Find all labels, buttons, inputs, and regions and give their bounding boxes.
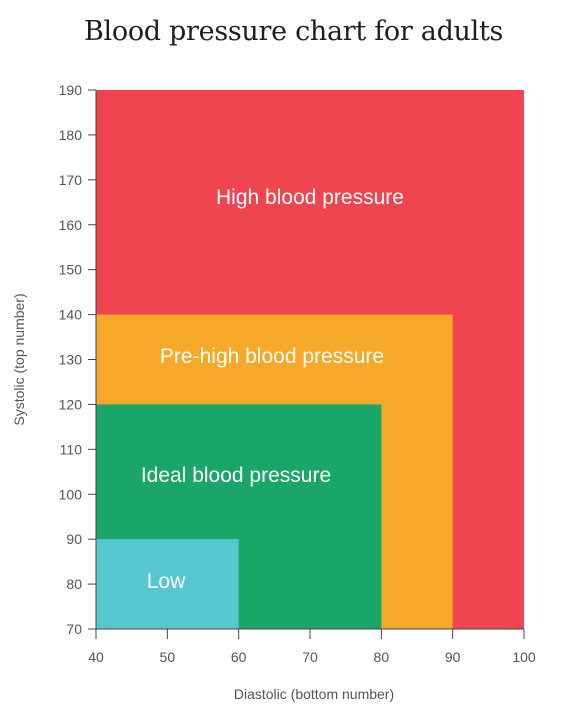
y-tick-label: 80: [66, 576, 82, 592]
y-axis-label: Systolic (top number): [11, 293, 27, 425]
x-axis-label: Diastolic (bottom number): [234, 686, 394, 702]
y-tick-label: 130: [59, 352, 83, 368]
zone-label-high-blood-pressure: High blood pressure: [216, 186, 404, 209]
zone-label-low: Low: [147, 570, 186, 593]
y-tick-label: 170: [59, 172, 83, 188]
y-tick-label: 90: [66, 531, 82, 547]
y-tick-label: 120: [59, 396, 83, 412]
chart-title: Blood pressure chart for adults: [84, 16, 504, 47]
y-ticks-layer: 70 80 90 100 110 120 130 140 150 160 170 180 190: [59, 82, 96, 637]
x-tick-label: 80: [374, 649, 390, 665]
y-tick-label: 70: [66, 621, 82, 637]
zone-label-pre-high-blood-pressure: Pre-high blood pressure: [160, 345, 384, 368]
x-tick-label: 90: [445, 649, 461, 665]
x-tick-label: 70: [302, 649, 318, 665]
x-ticks-layer: 40 50 60 70 80 90 100: [88, 629, 536, 665]
y-tick-label: 160: [59, 217, 83, 233]
x-tick-label: 60: [231, 649, 247, 665]
zone-labels-layer: High blood pressure Pre-high blood pressu…: [141, 186, 404, 593]
x-tick-label: 100: [512, 649, 536, 665]
y-tick-label: 180: [59, 127, 83, 143]
zones-layer: [96, 90, 524, 629]
zone-low: [96, 539, 239, 629]
zone-label-ideal-blood-pressure: Ideal blood pressure: [141, 464, 331, 487]
x-tick-label: 40: [88, 649, 104, 665]
y-tick-label: 110: [60, 441, 83, 457]
x-tick-label: 50: [160, 649, 176, 665]
y-tick-label: 190: [59, 82, 83, 98]
y-tick-label: 140: [59, 307, 83, 323]
y-tick-label: 100: [59, 486, 83, 502]
y-tick-label: 150: [59, 262, 83, 278]
